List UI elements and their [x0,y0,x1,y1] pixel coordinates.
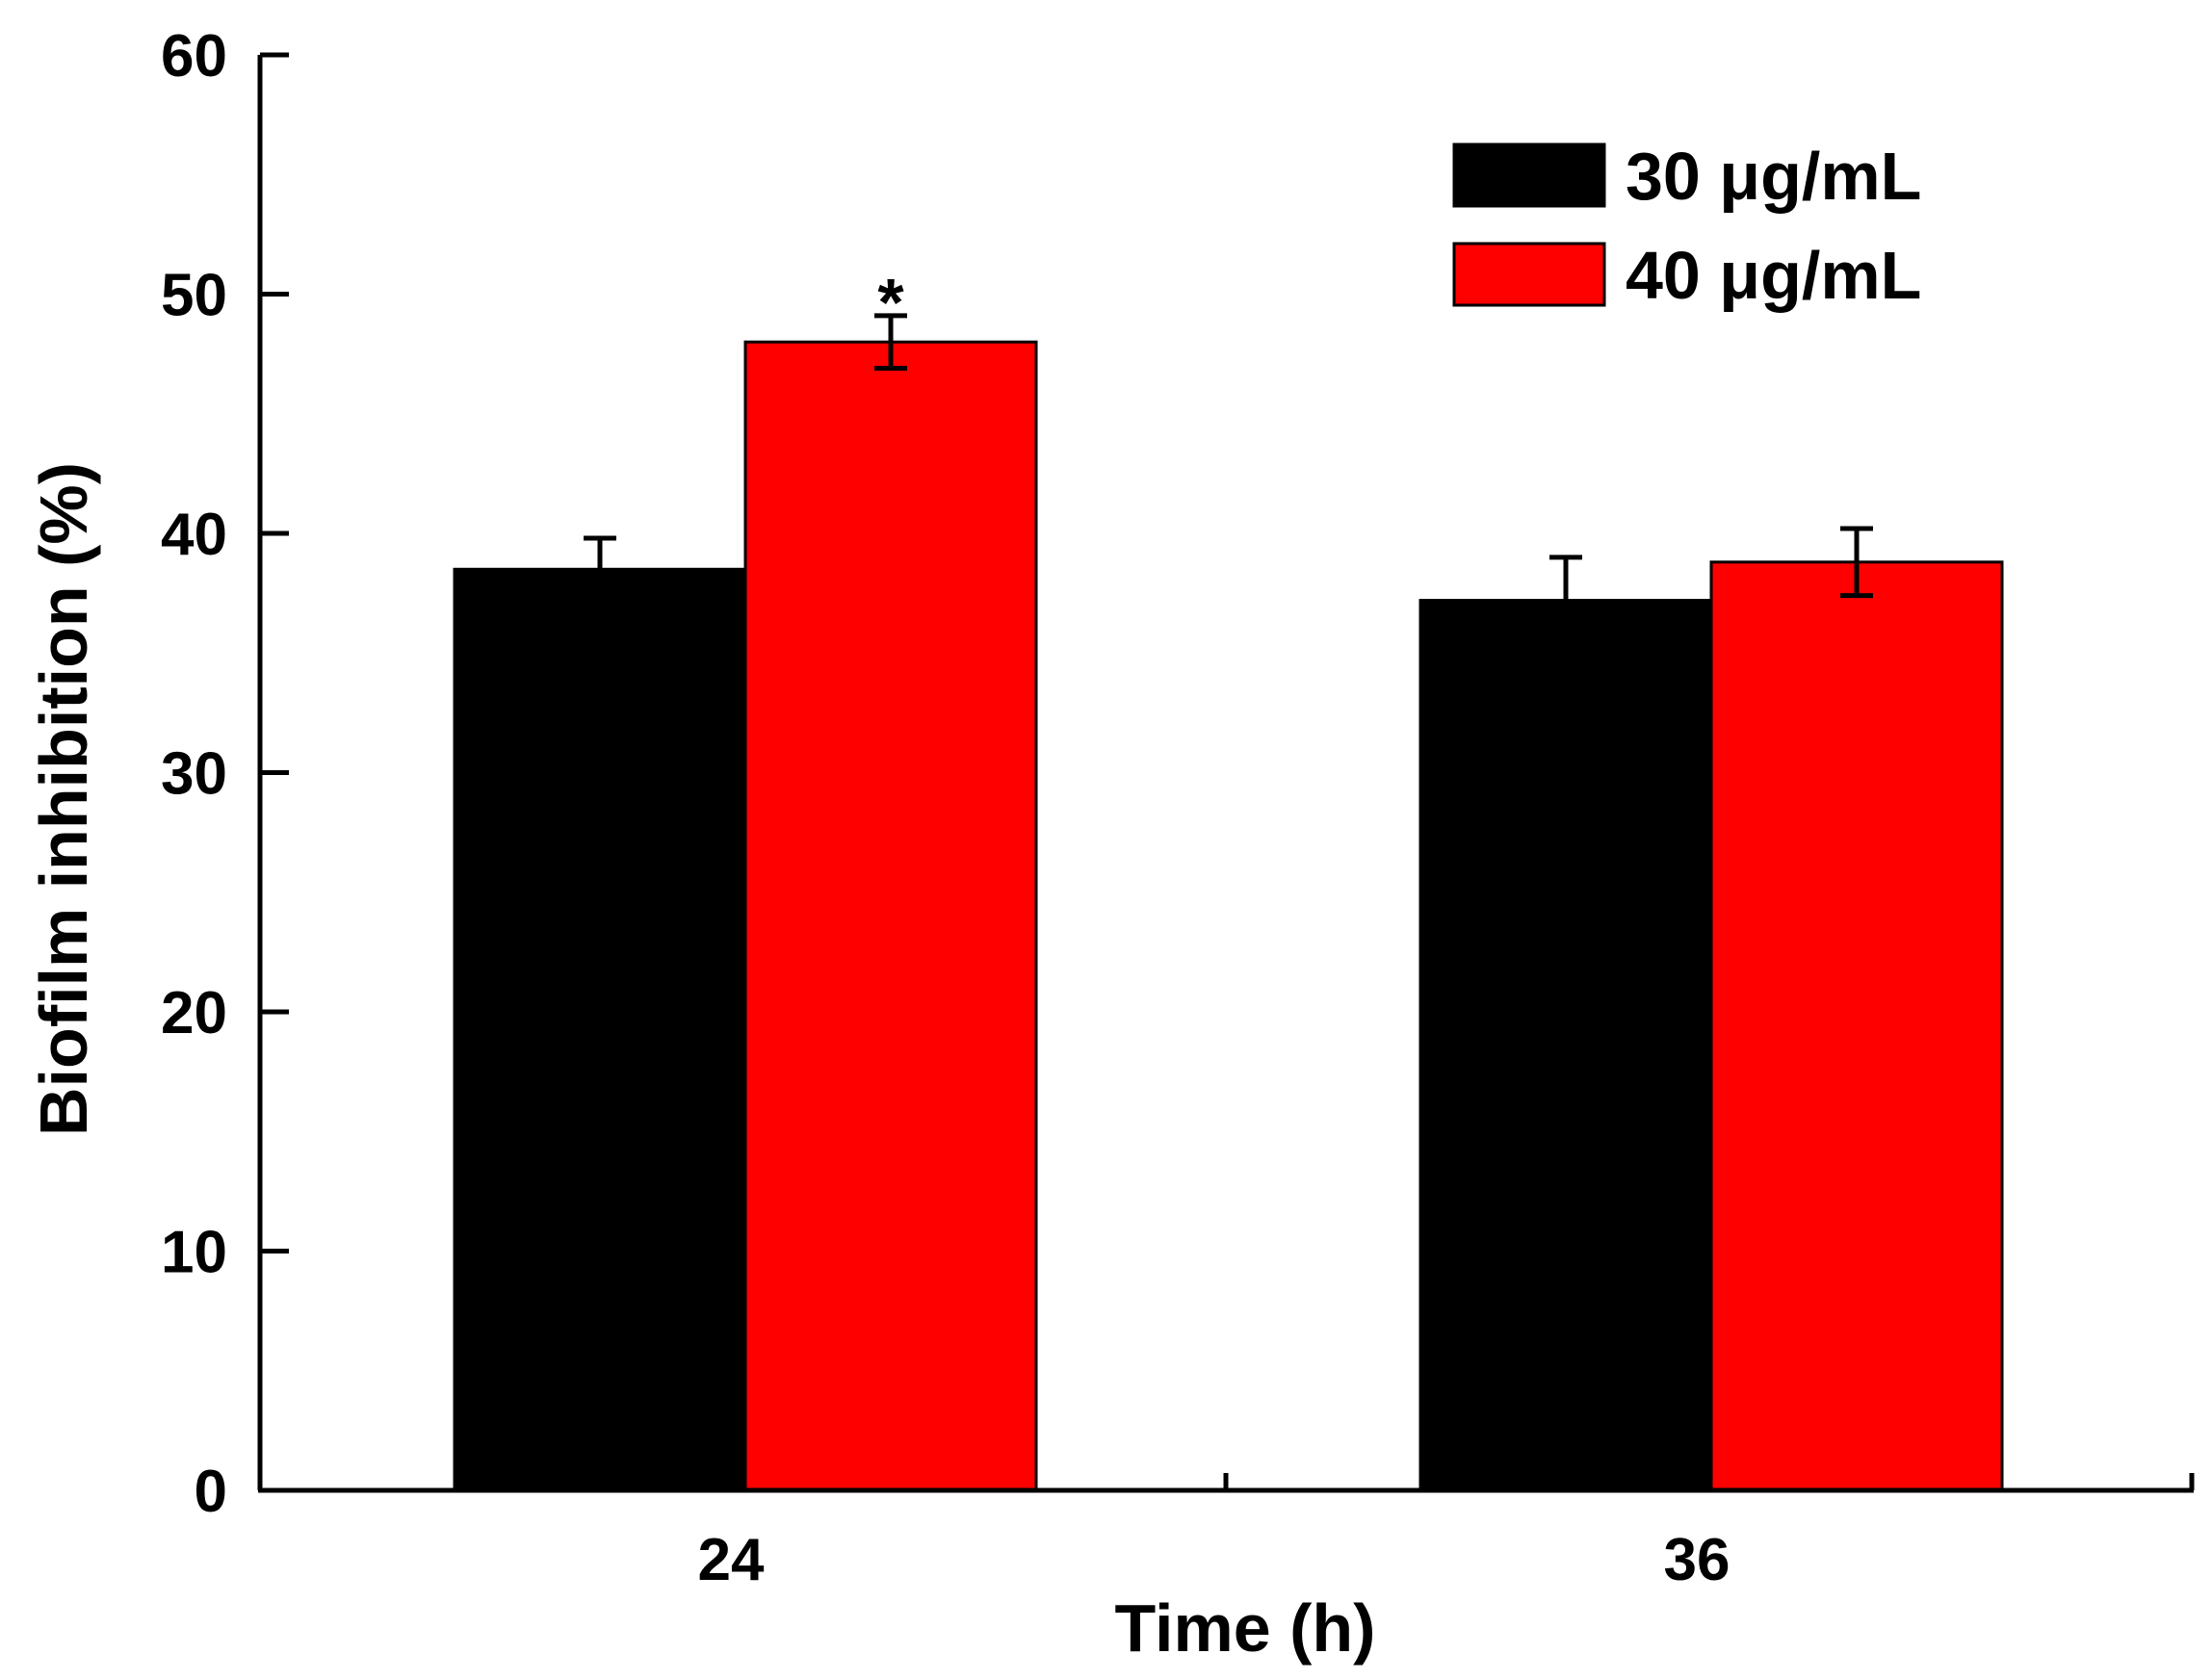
bar-36-series-1 [1418,599,1713,1492]
legend-label-40: 40 μg/mL [1626,238,1921,313]
bar-24-series-1 [453,567,747,1492]
y-axis-title: Biofilm inhibition (%) [26,462,101,1136]
y-tick-label-10: 10 [161,1220,227,1286]
x-axis-title: Time (h) [1115,1590,1376,1666]
legend-swatch-40 [1452,242,1606,307]
x-tick-label-24: 24 [698,1527,765,1593]
y-tick-label-60: 60 [161,23,227,90]
annotations: * [877,265,904,340]
y-tick-label-30: 30 [161,741,227,808]
bars-layer [453,340,2004,1492]
y-tick-label-0: 0 [195,1459,227,1525]
y-tick-label-40: 40 [161,502,227,568]
legend-label-30: 30 μg/mL [1626,139,1921,214]
y-tick-label-20: 20 [161,980,227,1047]
y-tick-label-50: 50 [161,263,227,329]
bar-24-series-2 [743,340,1038,1492]
legend: 30 μg/mL 40 μg/mL [1452,139,1921,313]
error-bars-layer [584,313,1873,646]
x-ticks: 24 36 [698,1527,1731,1593]
significance-mark: * [877,265,904,340]
legend-swatch-30 [1452,142,1606,208]
y-ticks: 0 10 20 30 40 50 60 [161,23,289,1525]
x-tick-label-36: 36 [1664,1527,1731,1593]
bar-36-series-2 [1709,560,2004,1492]
